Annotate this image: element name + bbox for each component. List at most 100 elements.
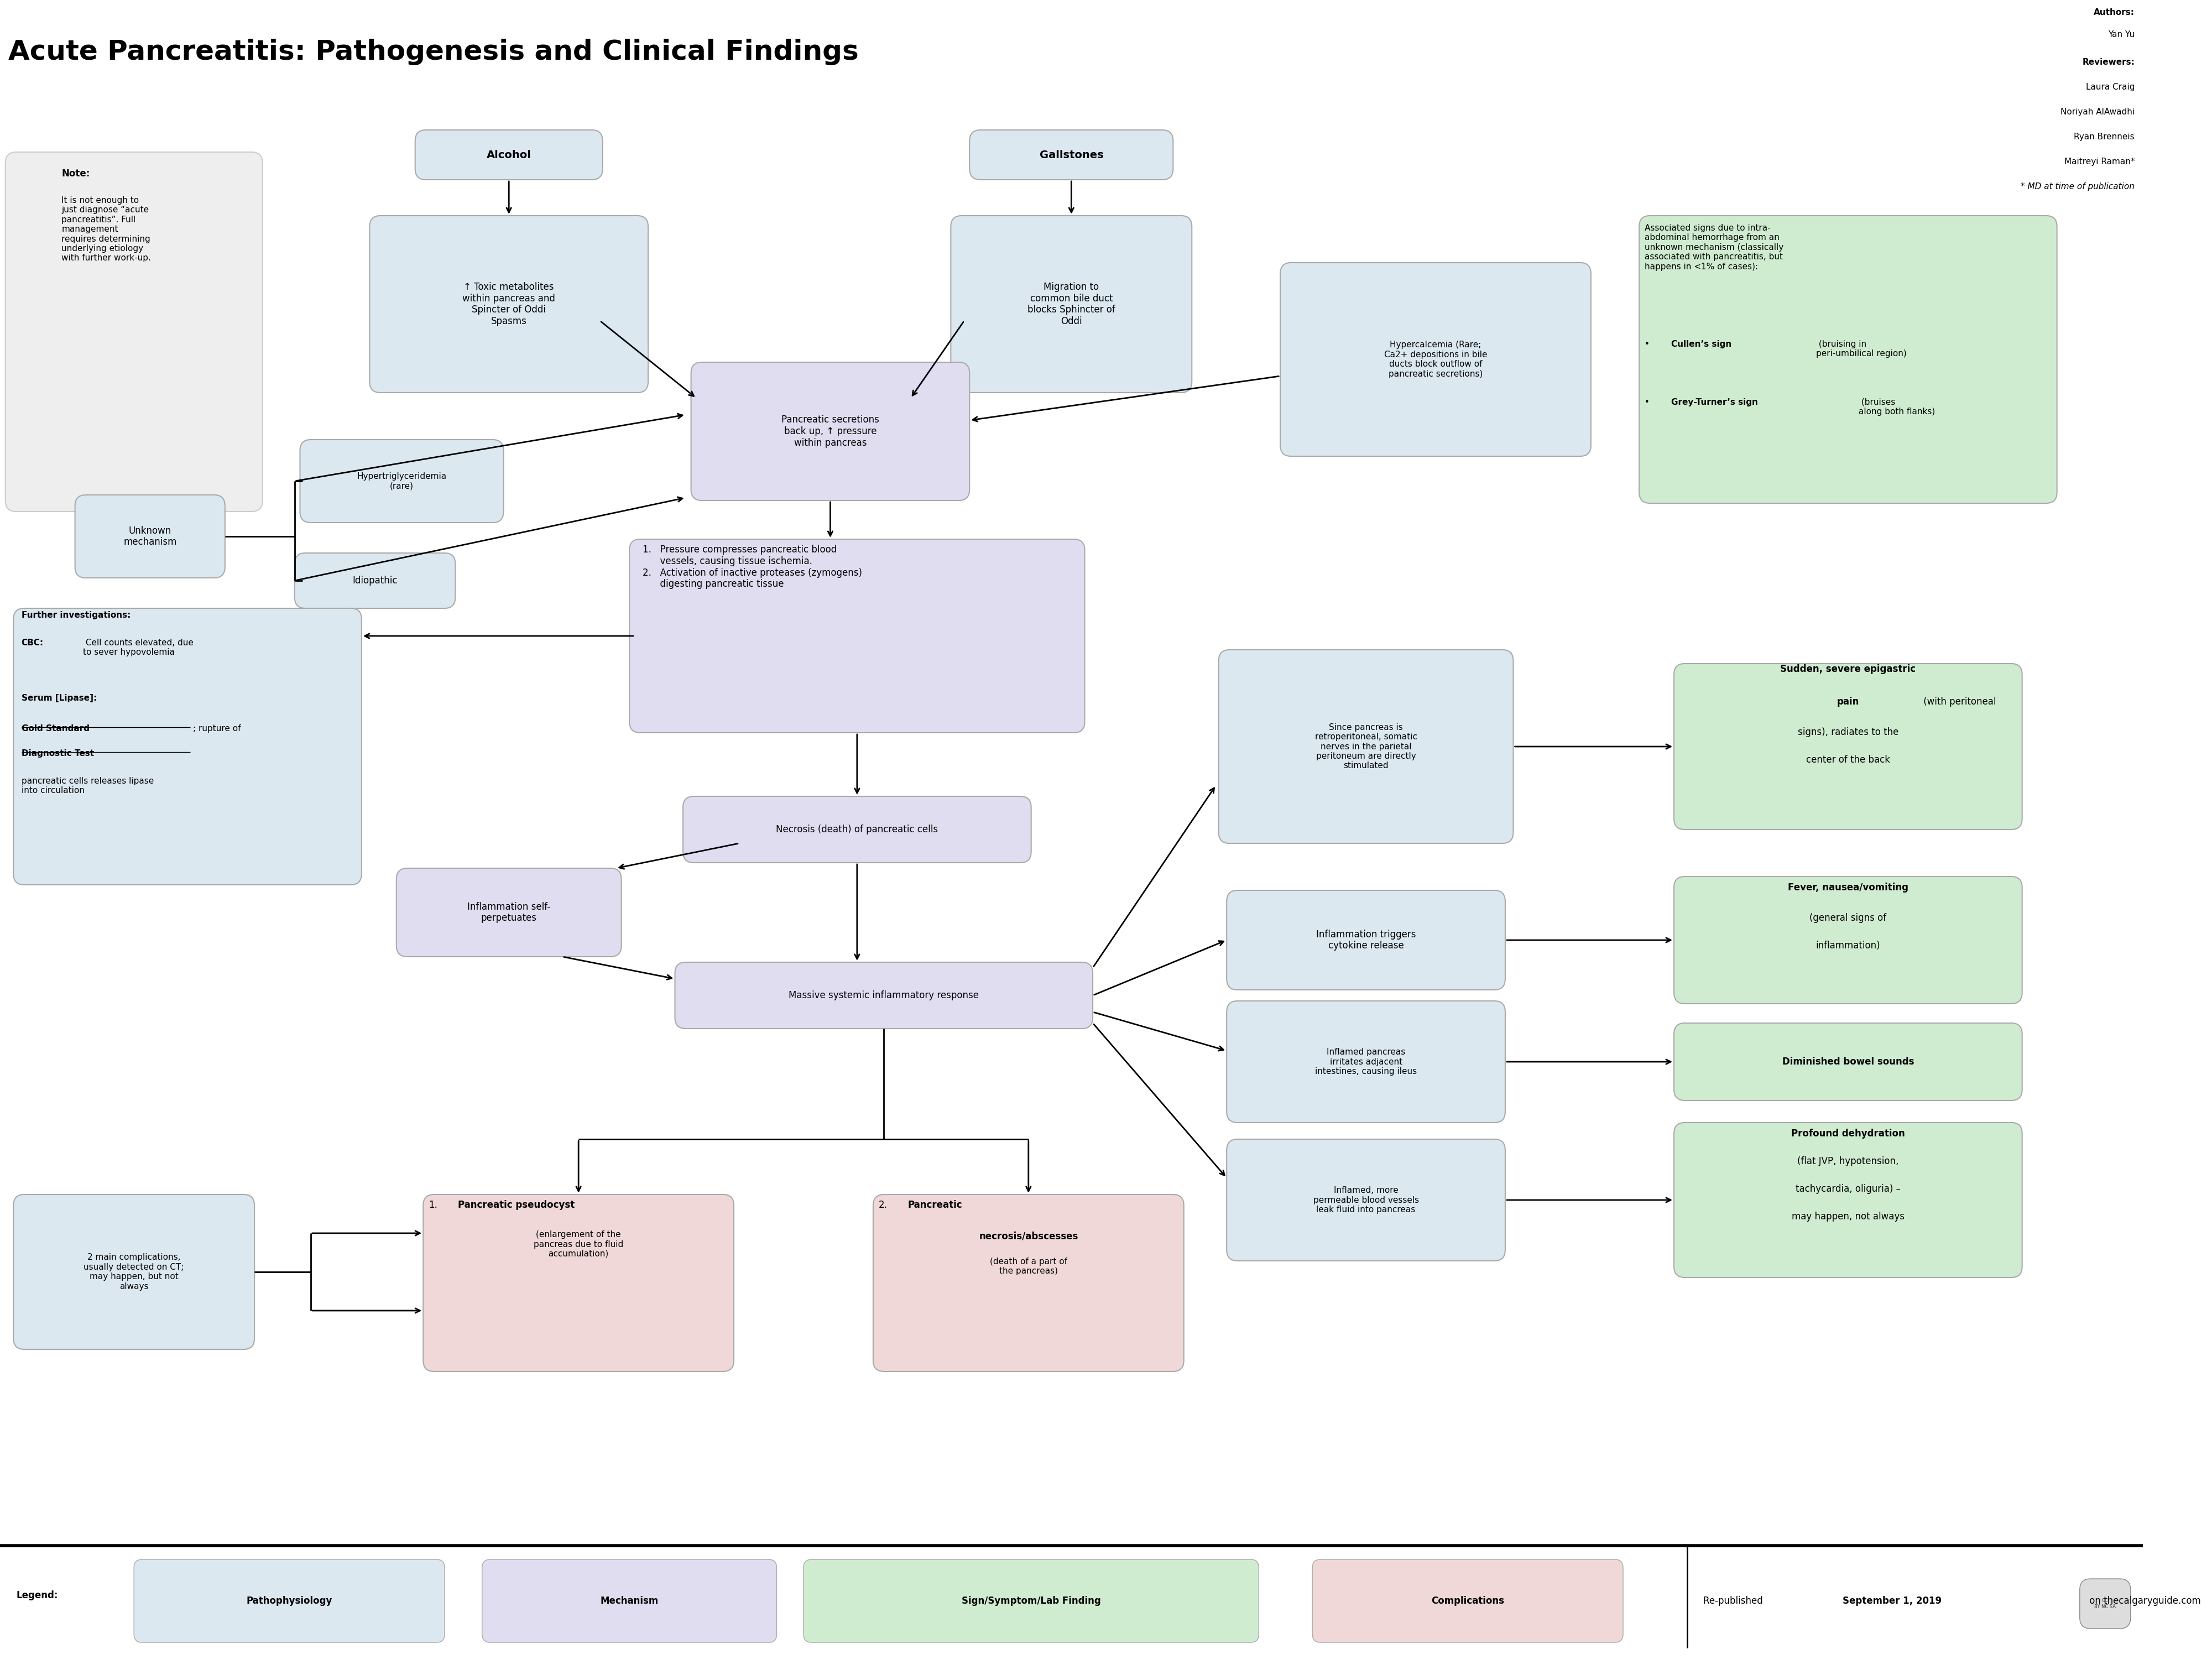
Text: Pancreatic pseudocyst: Pancreatic pseudocyst bbox=[458, 1199, 575, 1209]
Text: Yan Yu: Yan Yu bbox=[2108, 30, 2135, 38]
Text: (flat JVP, hypotension,: (flat JVP, hypotension, bbox=[1798, 1156, 1898, 1166]
Text: 2.: 2. bbox=[878, 1199, 887, 1209]
FancyBboxPatch shape bbox=[1228, 1000, 1504, 1123]
FancyBboxPatch shape bbox=[1219, 650, 1513, 843]
FancyBboxPatch shape bbox=[803, 1559, 1259, 1642]
Text: center of the back: center of the back bbox=[1805, 755, 1889, 765]
Text: 1.   Pressure compresses pancreatic blood
      vessels, causing tissue ischemia: 1. Pressure compresses pancreatic blood … bbox=[644, 544, 863, 589]
Text: CC
BY NC SA: CC BY NC SA bbox=[2095, 1598, 2117, 1609]
Text: •: • bbox=[1644, 340, 1650, 348]
Text: Necrosis (death) of pancreatic cells: Necrosis (death) of pancreatic cells bbox=[776, 825, 938, 834]
FancyBboxPatch shape bbox=[690, 362, 969, 501]
Text: September 1, 2019: September 1, 2019 bbox=[1843, 1596, 1942, 1606]
Text: It is not enough to
just diagnose “acute
pancreatitis”. Full
management
requires: It is not enough to just diagnose “acute… bbox=[62, 196, 150, 262]
Text: may happen, not always: may happen, not always bbox=[1792, 1211, 1905, 1221]
Text: Further investigations:: Further investigations: bbox=[22, 611, 131, 619]
Text: Laura Craig: Laura Craig bbox=[2086, 83, 2135, 91]
Text: Migration to
common bile duct
blocks Sphincter of
Oddi: Migration to common bile duct blocks Sph… bbox=[1026, 282, 1115, 327]
Text: Sudden, severe epigastric: Sudden, severe epigastric bbox=[1781, 664, 1916, 674]
Text: (bruises
along both flanks): (bruises along both flanks) bbox=[1858, 398, 1936, 416]
FancyBboxPatch shape bbox=[1228, 1140, 1504, 1261]
FancyBboxPatch shape bbox=[13, 609, 361, 884]
Text: Gold Standard: Gold Standard bbox=[22, 725, 88, 733]
Text: Profound dehydration: Profound dehydration bbox=[1792, 1128, 1905, 1138]
Text: Mechanism: Mechanism bbox=[599, 1596, 659, 1606]
Text: Serum [Lipase]:: Serum [Lipase]: bbox=[22, 693, 97, 702]
Text: Inflamed, more
permeable blood vessels
leak fluid into pancreas: Inflamed, more permeable blood vessels l… bbox=[1314, 1186, 1418, 1214]
Text: Re-published: Re-published bbox=[1703, 1596, 1765, 1606]
Text: * MD at time of publication: * MD at time of publication bbox=[2022, 182, 2135, 191]
Text: Legend:: Legend: bbox=[15, 1591, 58, 1601]
Text: signs), radiates to the: signs), radiates to the bbox=[1798, 727, 1898, 737]
FancyBboxPatch shape bbox=[13, 1194, 254, 1349]
Text: ; rupture of: ; rupture of bbox=[192, 725, 241, 733]
Text: Authors:: Authors: bbox=[2095, 8, 2135, 17]
Text: necrosis/abscesses: necrosis/abscesses bbox=[980, 1231, 1077, 1241]
Text: Maitreyi Raman*: Maitreyi Raman* bbox=[2064, 158, 2135, 166]
Text: Reviewers:: Reviewers: bbox=[2081, 58, 2135, 66]
FancyBboxPatch shape bbox=[422, 1194, 734, 1372]
Text: Acute Pancreatitis: Pathogenesis and Clinical Findings: Acute Pancreatitis: Pathogenesis and Cli… bbox=[9, 38, 858, 65]
Text: Inflamed pancreas
irritates adjacent
intestines, causing ileus: Inflamed pancreas irritates adjacent int… bbox=[1316, 1048, 1418, 1075]
FancyBboxPatch shape bbox=[969, 129, 1172, 179]
FancyBboxPatch shape bbox=[675, 962, 1093, 1029]
FancyBboxPatch shape bbox=[75, 494, 226, 577]
Text: pancreatic cells releases lipase
into circulation: pancreatic cells releases lipase into ci… bbox=[22, 776, 153, 795]
Text: Note:: Note: bbox=[62, 169, 91, 179]
FancyBboxPatch shape bbox=[1674, 1123, 2022, 1277]
FancyBboxPatch shape bbox=[4, 153, 263, 511]
FancyBboxPatch shape bbox=[1674, 876, 2022, 1004]
Text: CBC:: CBC: bbox=[22, 639, 44, 647]
Text: Associated signs due to intra-
abdominal hemorrhage from an
unknown mechanism (c: Associated signs due to intra- abdominal… bbox=[1644, 224, 1783, 270]
Text: Unknown
mechanism: Unknown mechanism bbox=[124, 526, 177, 547]
Text: Inflammation self-
perpetuates: Inflammation self- perpetuates bbox=[467, 902, 551, 922]
FancyBboxPatch shape bbox=[416, 129, 602, 179]
Text: ↑ Toxic metabolites
within pancreas and
Spincter of Oddi
Spasms: ↑ Toxic metabolites within pancreas and … bbox=[462, 282, 555, 327]
Text: Hypertriglyceridemia
(rare): Hypertriglyceridemia (rare) bbox=[356, 473, 447, 489]
Text: tachycardia, oliguria) –: tachycardia, oliguria) – bbox=[1796, 1185, 1900, 1194]
Text: (death of a part of
the pancreas): (death of a part of the pancreas) bbox=[989, 1258, 1066, 1276]
Text: Ryan Brenneis: Ryan Brenneis bbox=[2075, 133, 2135, 141]
Text: Noriyah AlAwadhi: Noriyah AlAwadhi bbox=[2059, 108, 2135, 116]
FancyBboxPatch shape bbox=[684, 796, 1031, 863]
FancyBboxPatch shape bbox=[1674, 1024, 2022, 1100]
Text: Massive systemic inflammatory response: Massive systemic inflammatory response bbox=[790, 990, 980, 1000]
Text: Diminished bowel sounds: Diminished bowel sounds bbox=[1783, 1057, 1913, 1067]
FancyBboxPatch shape bbox=[951, 216, 1192, 393]
Text: pain: pain bbox=[1836, 697, 1860, 707]
FancyBboxPatch shape bbox=[1639, 216, 2057, 503]
FancyBboxPatch shape bbox=[369, 216, 648, 393]
Text: Idiopathic: Idiopathic bbox=[352, 576, 398, 586]
Text: inflammation): inflammation) bbox=[1816, 941, 1880, 951]
Text: Hypercalcemia (Rare;
Ca2+ depositions in bile
ducts block outflow of
pancreatic : Hypercalcemia (Rare; Ca2+ depositions in… bbox=[1385, 340, 1486, 378]
Text: Inflammation triggers
cytokine release: Inflammation triggers cytokine release bbox=[1316, 929, 1416, 951]
Text: •: • bbox=[1644, 398, 1650, 406]
Text: Alcohol: Alcohol bbox=[487, 149, 531, 161]
Text: on thecalgaryguide.com: on thecalgaryguide.com bbox=[2086, 1596, 2201, 1606]
Text: Gallstones: Gallstones bbox=[1040, 149, 1104, 161]
Text: Cell counts elevated, due
to sever hypovolemia: Cell counts elevated, due to sever hypov… bbox=[84, 639, 195, 657]
FancyBboxPatch shape bbox=[135, 1559, 445, 1642]
Text: Diagnostic Test: Diagnostic Test bbox=[22, 750, 93, 758]
Text: (bruising in
peri-umbilical region): (bruising in peri-umbilical region) bbox=[1816, 340, 1907, 358]
FancyBboxPatch shape bbox=[630, 539, 1084, 733]
FancyBboxPatch shape bbox=[1228, 891, 1504, 990]
FancyBboxPatch shape bbox=[1281, 262, 1590, 456]
FancyBboxPatch shape bbox=[301, 440, 504, 523]
Text: Pathophysiology: Pathophysiology bbox=[246, 1596, 332, 1606]
Text: Complications: Complications bbox=[1431, 1596, 1504, 1606]
Text: Pancreatic: Pancreatic bbox=[907, 1199, 962, 1209]
Text: (with peritoneal: (with peritoneal bbox=[1920, 697, 1995, 707]
Text: Cullen’s sign: Cullen’s sign bbox=[1672, 340, 1732, 348]
Text: Since pancreas is
retroperitoneal, somatic
nerves in the parietal
peritoneum are: Since pancreas is retroperitoneal, somat… bbox=[1314, 723, 1418, 770]
Text: (general signs of: (general signs of bbox=[1809, 912, 1887, 922]
Text: Sign/Symptom/Lab Finding: Sign/Symptom/Lab Finding bbox=[962, 1596, 1102, 1606]
FancyBboxPatch shape bbox=[1312, 1559, 1624, 1642]
Text: 1.: 1. bbox=[429, 1199, 438, 1209]
Text: Grey-Turner’s sign: Grey-Turner’s sign bbox=[1672, 398, 1759, 406]
FancyBboxPatch shape bbox=[482, 1559, 776, 1642]
FancyBboxPatch shape bbox=[1674, 664, 2022, 830]
FancyBboxPatch shape bbox=[2079, 1579, 2130, 1629]
FancyBboxPatch shape bbox=[874, 1194, 1183, 1372]
Text: Fever, nausea/vomiting: Fever, nausea/vomiting bbox=[1787, 883, 1909, 893]
